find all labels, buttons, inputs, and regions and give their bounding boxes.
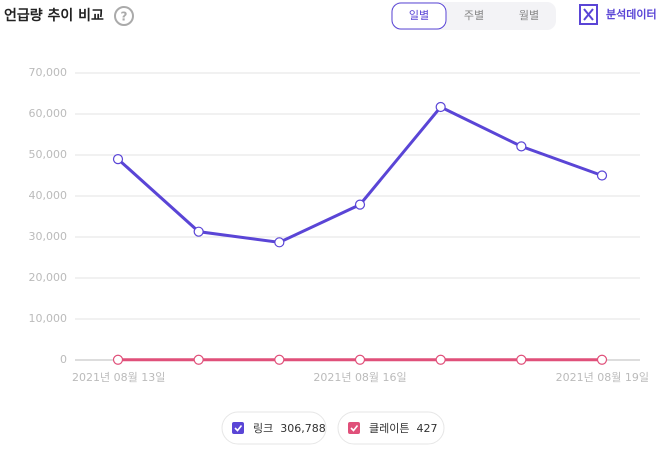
y-tick-label: 0	[60, 353, 67, 366]
line	[116, 105, 603, 244]
y-tick-label: 70,000	[29, 66, 68, 79]
y-tick-label: 10,000	[29, 312, 68, 325]
legend-check	[350, 425, 359, 432]
x-tick-label: 2021년 08월 16일	[313, 370, 406, 384]
tab[interactable]: 일별	[409, 8, 429, 22]
export-button[interactable]: 분석데이터	[606, 7, 657, 21]
tab[interactable]: 주별	[464, 9, 484, 22]
excel-icon-x	[583, 8, 594, 21]
point[interactable]	[596, 170, 608, 181]
point[interactable]	[193, 226, 204, 237]
point[interactable]	[112, 154, 124, 165]
legend-checkbox[interactable]	[232, 422, 244, 434]
point[interactable]	[516, 141, 527, 152]
help-icon[interactable]	[114, 6, 134, 26]
x-tick-label: 2021년 08월 13일	[72, 370, 165, 384]
point[interactable]	[354, 199, 366, 210]
legend-item[interactable]	[337, 411, 445, 445]
title: 언급량 추이 비교	[4, 7, 104, 24]
y-tick-label: 50,000	[29, 148, 68, 161]
y-tick-label: 40,000	[29, 189, 68, 202]
x-tick-label: 2021년 08월 19일	[556, 370, 649, 384]
legend-total: 306,788	[280, 422, 326, 435]
point[interactable]	[596, 354, 608, 365]
point[interactable]	[193, 354, 204, 365]
legend-check	[234, 425, 243, 432]
point[interactable]	[274, 354, 285, 365]
tab[interactable]: 월별	[519, 9, 539, 22]
legend-name: 링크	[253, 422, 273, 435]
y-tick-label: 30,000	[29, 230, 68, 243]
point[interactable]	[435, 101, 446, 113]
y-tick-label: 20,000	[29, 271, 68, 284]
legend-name: 클레이튼	[369, 422, 409, 435]
point[interactable]	[435, 354, 446, 365]
point[interactable]	[274, 237, 285, 248]
tab-active[interactable]	[391, 2, 447, 30]
point[interactable]	[112, 354, 124, 365]
point[interactable]	[516, 354, 527, 365]
excel-icon[interactable]	[579, 4, 598, 25]
legend-total: 427	[416, 422, 437, 435]
legend-item[interactable]	[221, 411, 327, 445]
help-icon-text: ?	[121, 10, 128, 24]
legend-checkbox[interactable]	[348, 422, 360, 434]
point[interactable]	[354, 354, 366, 365]
y-tick-label: 60,000	[29, 107, 68, 120]
